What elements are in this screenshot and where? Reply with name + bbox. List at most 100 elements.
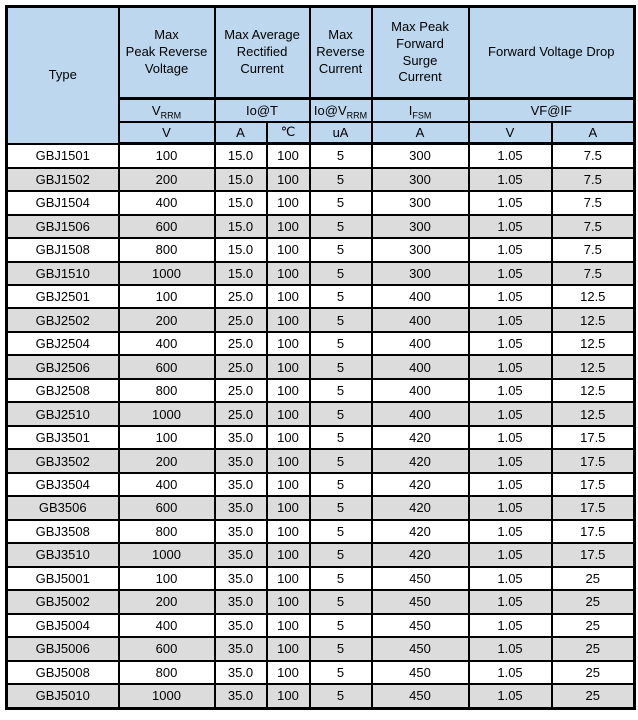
- cell-temperature: 100: [265, 542, 311, 568]
- unit-vf: V: [467, 120, 553, 145]
- table-row: GBJ5008 800 35.0 100 5 450 1.05 25: [5, 659, 636, 686]
- cell-vf: 1.05: [467, 401, 553, 427]
- cell-ifsm: 420: [370, 448, 470, 474]
- cell-if: 12.5: [550, 401, 636, 427]
- cell-if: 17.5: [550, 424, 636, 451]
- symbol-vrrm-main: V: [151, 102, 161, 118]
- cell-reverse-current: 5: [308, 330, 373, 357]
- unit-vrrm: V: [117, 120, 216, 145]
- cell-io: 15.0: [213, 190, 268, 216]
- cell-temperature: 100: [265, 307, 311, 333]
- cell-vrrm: 1000: [117, 260, 216, 287]
- cell-reverse-current: 5: [308, 283, 373, 310]
- cell-reverse-current: 5: [308, 354, 373, 380]
- cell-ifsm: 450: [370, 659, 470, 686]
- cell-temperature: 100: [265, 495, 311, 521]
- symbol-io-at-t-main: Io@T: [246, 102, 278, 118]
- cell-type: GBJ3502: [5, 448, 120, 474]
- cell-vf: 1.05: [467, 683, 553, 710]
- cell-type: GBJ2501: [5, 283, 120, 310]
- header-forward-voltage-drop: Forward Voltage Drop: [467, 5, 636, 100]
- cell-type: GBJ3501: [5, 424, 120, 451]
- cell-ifsm: 300: [370, 237, 470, 263]
- cell-ifsm: 400: [370, 401, 470, 427]
- cell-reverse-current: 5: [308, 565, 373, 592]
- cell-vf: 1.05: [467, 495, 553, 521]
- cell-reverse-current: 5: [308, 612, 373, 639]
- cell-vrrm: 600: [117, 636, 216, 662]
- cell-vrrm: 400: [117, 612, 216, 639]
- cell-if: 12.5: [550, 283, 636, 310]
- cell-temperature: 100: [265, 260, 311, 287]
- cell-reverse-current: 5: [308, 518, 373, 545]
- cell-io: 25.0: [213, 354, 268, 380]
- cell-vrrm: 800: [117, 518, 216, 545]
- cell-reverse-current: 5: [308, 260, 373, 287]
- unit-if: A: [550, 120, 636, 145]
- cell-vrrm: 200: [117, 307, 216, 333]
- cell-reverse-current: 5: [308, 237, 373, 263]
- symbol-io-at-t: Io@T: [213, 97, 311, 123]
- cell-vf: 1.05: [467, 612, 553, 639]
- cell-io: 35.0: [213, 589, 268, 615]
- cell-ifsm: 400: [370, 377, 470, 404]
- table-row: GBJ2510 1000 25.0 100 5 400 1.05 12.5: [5, 401, 636, 427]
- table-row: GBJ2508 800 25.0 100 5 400 1.05 12.5: [5, 377, 636, 404]
- symbol-io-at-vrrm-main: Io@V: [313, 102, 347, 118]
- cell-vf: 1.05: [467, 636, 553, 662]
- cell-vf: 1.05: [467, 283, 553, 310]
- cell-reverse-current: 5: [308, 424, 373, 451]
- cell-vrrm: 100: [117, 565, 216, 592]
- cell-temperature: 100: [265, 283, 311, 310]
- symbol-io-at-vrrm: Io@VRRM: [308, 97, 373, 123]
- unit-io: A: [213, 120, 268, 145]
- header-type: Type: [5, 5, 120, 145]
- cell-temperature: 100: [265, 190, 311, 216]
- cell-io: 35.0: [213, 518, 268, 545]
- cell-type: GBJ2510: [5, 401, 120, 427]
- cell-ifsm: 450: [370, 636, 470, 662]
- cell-if: 25: [550, 589, 636, 615]
- cell-if: 7.5: [550, 260, 636, 287]
- cell-vrrm: 600: [117, 213, 216, 240]
- table-row: GBJ5002 200 35.0 100 5 450 1.05 25: [5, 589, 636, 615]
- cell-vrrm: 200: [117, 589, 216, 615]
- cell-if: 17.5: [550, 471, 636, 498]
- cell-vf: 1.05: [467, 213, 553, 240]
- cell-if: 25: [550, 612, 636, 639]
- unit-temperature: ℃: [265, 120, 311, 145]
- cell-type: GBJ5001: [5, 565, 120, 592]
- cell-ifsm: 400: [370, 307, 470, 333]
- cell-io: 15.0: [213, 237, 268, 263]
- table-row: GBJ1510 1000 15.0 100 5 300 1.05 7.5: [5, 260, 636, 287]
- cell-vrrm: 200: [117, 448, 216, 474]
- symbol-vrrm-sub: RRM: [160, 110, 182, 121]
- cell-vrrm: 1000: [117, 683, 216, 710]
- symbol-vf-at-if-main: VF@IF: [530, 102, 572, 118]
- cell-io: 15.0: [213, 260, 268, 287]
- header-max-peak-forward-surge-current: Max Peak Forward Surge Current: [370, 5, 470, 100]
- cell-ifsm: 420: [370, 495, 470, 521]
- cell-io: 35.0: [213, 495, 268, 521]
- cell-type: GBJ2502: [5, 307, 120, 333]
- cell-vrrm: 200: [117, 166, 216, 193]
- cell-ifsm: 420: [370, 518, 470, 545]
- cell-reverse-current: 5: [308, 448, 373, 474]
- spec-table: Type Max Peak Reverse Voltage Max Averag…: [5, 5, 637, 710]
- cell-type: GBJ2506: [5, 354, 120, 380]
- cell-ifsm: 300: [370, 213, 470, 240]
- header-row-symbols: VRRM Io@T Io@VRRM IFSM VF@IF: [7, 97, 636, 123]
- cell-vrrm: 800: [117, 377, 216, 404]
- cell-vrrm: 100: [117, 424, 216, 451]
- cell-ifsm: 300: [370, 166, 470, 193]
- cell-temperature: 100: [265, 589, 311, 615]
- cell-io: 35.0: [213, 636, 268, 662]
- cell-if: 12.5: [550, 330, 636, 357]
- cell-vf: 1.05: [467, 448, 553, 474]
- symbol-ifsm: IFSM: [370, 97, 470, 123]
- cell-vf: 1.05: [467, 542, 553, 568]
- symbol-vf-at-if: VF@IF: [467, 97, 636, 123]
- cell-type: GBJ1508: [5, 237, 120, 263]
- cell-reverse-current: 5: [308, 166, 373, 193]
- cell-if: 25: [550, 636, 636, 662]
